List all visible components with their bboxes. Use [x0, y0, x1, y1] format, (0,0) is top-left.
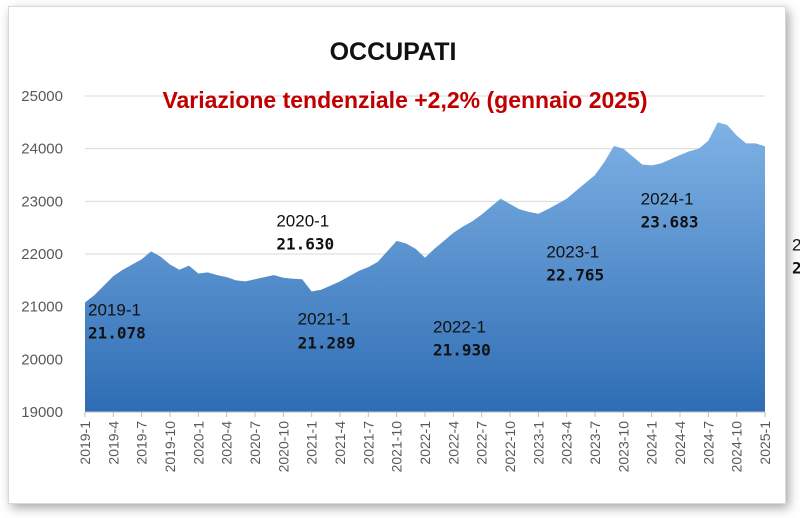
annotation-label: 2020-1	[276, 211, 329, 230]
annotation-label: 2021-1	[298, 309, 351, 328]
chart-subtitle: Variazione tendenziale +2,2% (gennaio 20…	[162, 87, 647, 113]
x-tick-label: 2020-10	[275, 421, 291, 473]
annotation-value: 24.044	[792, 258, 800, 277]
x-tick-label: 2021-7	[360, 421, 376, 465]
y-tick-label: 20000	[21, 351, 63, 368]
x-tick-label: 2020-7	[247, 421, 263, 465]
x-tick-label: 2019-4	[105, 421, 121, 465]
y-tick-label: 19000	[21, 404, 63, 421]
y-tick-label: 24000	[21, 141, 63, 158]
x-tick-label: 2023-4	[559, 421, 575, 465]
occupati-area	[85, 122, 765, 412]
annotation-value: 21.630	[276, 234, 334, 253]
annotation-label: 2023-1	[546, 243, 599, 262]
x-tick-label: 2022-7	[474, 421, 490, 465]
x-tick-label: 2020-4	[219, 421, 235, 465]
y-tick-label: 25000	[21, 88, 63, 105]
annotation-value: 21.289	[298, 333, 356, 352]
x-tick-label: 2023-10	[615, 421, 631, 473]
x-axis-ticks: 2019-1 2019-4 2019-7 2019-10 2020-1 2020-4 202…	[77, 412, 773, 472]
x-tick-label: 2019-1	[77, 421, 93, 465]
annotations: 2019-1 21.078 2020-1 21.630 2021-1 21.289 2022…	[88, 189, 800, 359]
x-tick-label: 2024-7	[700, 421, 716, 465]
x-tick-label: 2021-10	[389, 421, 405, 473]
annotation-label: 2025-1	[792, 235, 800, 254]
x-tick-label: 2019-7	[134, 421, 150, 465]
y-axis-ticks: 19000 20000 21000 22000 23000 24000 25000	[21, 88, 63, 421]
y-tick-label: 21000	[21, 299, 63, 316]
x-tick-label: 2022-4	[445, 421, 461, 465]
annotation-label: 2019-1	[88, 301, 141, 320]
x-tick-label: 2024-1	[644, 421, 660, 465]
chart-title: OCCUPATI	[330, 38, 457, 66]
x-tick-label: 2022-1	[417, 421, 433, 465]
annotation-value: 22.765	[546, 266, 604, 285]
x-tick-label: 2019-10	[162, 421, 178, 473]
x-tick-label: 2020-1	[190, 421, 206, 465]
y-tick-label: 23000	[21, 193, 63, 210]
x-tick-label: 2023-7	[587, 421, 603, 465]
x-tick-label: 2022-10	[502, 421, 518, 473]
annotation-label: 2024-1	[641, 189, 694, 208]
y-tick-label: 22000	[21, 246, 63, 263]
x-tick-label: 2024-4	[672, 421, 688, 465]
annotation-label: 2022-1	[433, 318, 486, 337]
x-tick-label: 2021-1	[304, 421, 320, 465]
annotation-value: 23.683	[641, 212, 699, 231]
x-tick-label: 2025-1	[757, 421, 773, 465]
x-tick-label: 2024-10	[729, 421, 745, 473]
x-tick-label: 2023-1	[530, 421, 546, 465]
area-series	[85, 122, 765, 413]
x-tick-label: 2021-4	[332, 421, 348, 465]
annotation-value: 21.078	[88, 324, 146, 343]
annotation-value: 21.930	[433, 341, 491, 360]
